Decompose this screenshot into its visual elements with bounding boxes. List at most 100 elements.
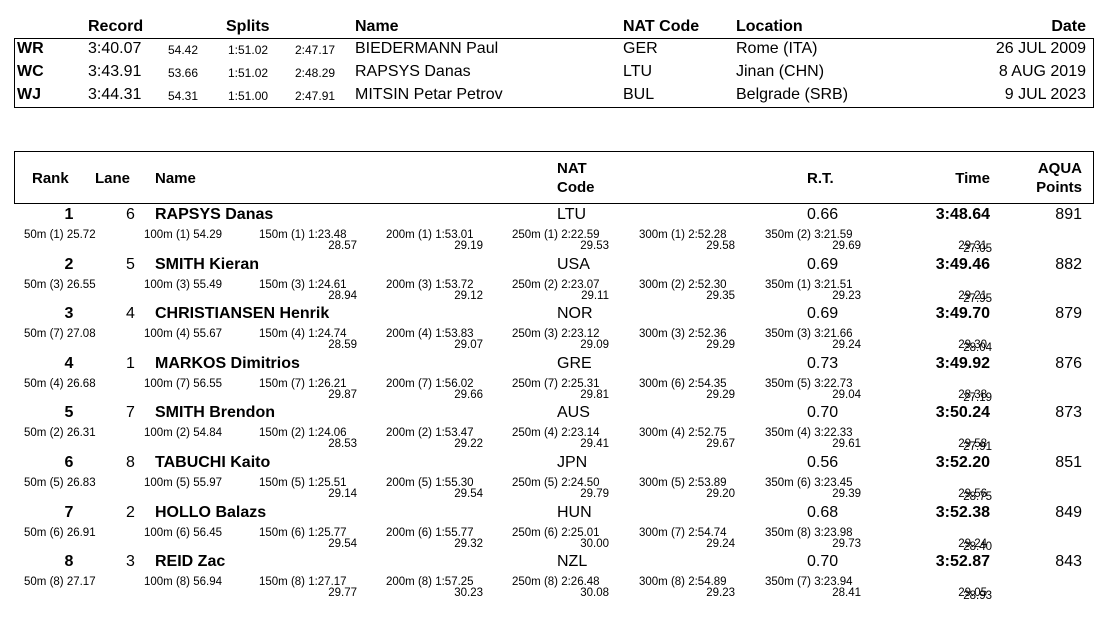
record-location: Jinan (CHN) [736,63,825,80]
result-aqua-points: 876 [1055,354,1082,372]
result-lane: 6 [126,206,135,223]
record-time: 3:43.91 [88,63,142,80]
result-lap-5: 29.61 [832,438,861,451]
result-nat: NOR [557,305,593,323]
result-split-1: 50m (7) 27.08 [24,328,96,341]
result-lap-7: 27.95 [963,292,992,305]
result-aqua-points: 851 [1055,454,1082,471]
result-athlete-name: RAPSYS Danas [155,206,274,223]
result-reaction-time: 0.73 [807,354,839,372]
result-lap-6: 29.58 [958,438,987,451]
result-lap-4: 29.23 [706,587,735,600]
record-split-3: 2:47.91 [295,89,336,103]
results-header-name: Name [155,170,196,187]
records-bottom-rule [14,107,1094,108]
record-split-3: 2:48.29 [295,66,336,80]
result-rank: 1 [64,206,74,223]
result-split-1: 50m (8) 27.17 [24,576,96,589]
results-header-rt: R.T. [807,170,834,187]
record-split-2: 1:51.00 [228,89,269,103]
result-split-6: 300m (3) 2:52.36 [639,328,727,341]
result-lap-2: 29.54 [454,488,483,500]
result-nat: JPN [557,454,588,471]
result-aqua-points: 843 [1055,553,1082,571]
result-lap-1: 28.57 [328,240,357,252]
results-header-nat: NAT [557,160,587,177]
result-rank: 7 [64,503,74,521]
results-header-lane: Lane [95,170,131,187]
result-lap-1: 29.87 [328,388,357,401]
result-lap-5: 29.24 [832,339,861,352]
result-athlete-name: HOLLO Balazs [155,503,267,521]
result-athlete-name: REID Zac [155,553,226,571]
result-lap-6: 29.24 [958,537,987,550]
record-date: 26 JUL 2009 [995,40,1086,57]
result-lap-7: 27.91 [963,441,992,454]
records-header-rule [14,38,1094,39]
result-split-2: 100m (7) 56.55 [144,377,222,390]
result-lap-4: 29.29 [706,388,735,401]
result-split-5: 250m (3) 2:23.12 [512,328,600,341]
result-nat: AUS [557,404,590,422]
result-lap-5: 29.73 [832,537,861,550]
result-rank: 5 [64,404,74,422]
result-lap-1: 29.54 [328,537,357,550]
result-split-3: 150m (8) 1:27.17 [259,576,347,589]
result-aqua-points: 849 [1055,503,1082,521]
result-split-3: 150m (4) 1:24.74 [259,328,347,341]
result-split-2: 100m (2) 54.84 [144,427,222,440]
results-header-time: Time [955,170,990,187]
record-nat: BUL [623,86,655,103]
record-location: Belgrade (SRB) [736,86,849,103]
results-right-rule [1093,151,1094,204]
record-type: WR [17,40,44,57]
records-header-date: Date [1051,18,1086,35]
result-lane: 5 [126,255,135,273]
result-aqua-points: 882 [1055,255,1082,273]
result-aqua-points: 879 [1055,305,1082,323]
result-lap-2: 29.66 [454,388,483,401]
result-lap-7: 28.40 [963,540,992,553]
results-header-points: Points [1036,179,1082,196]
result-split-5: 250m (6) 2:25.01 [512,526,600,539]
records-left-rule [14,38,15,108]
result-split-4: 200m (5) 1:55.30 [386,477,474,489]
result-split-5: 250m (7) 2:25.31 [512,377,600,390]
records-right-rule [1093,38,1094,108]
result-split-6: 300m (8) 2:54.89 [639,576,727,589]
result-split-3: 150m (7) 1:26.21 [259,377,347,390]
result-split-2: 100m (3) 55.49 [144,278,222,291]
result-split-2: 100m (4) 55.67 [144,328,222,341]
result-nat: GRE [557,354,592,372]
result-lap-4: 29.67 [706,438,735,451]
result-split-3: 150m (1) 1:23.48 [259,229,347,241]
records-header-nat: NAT Code [623,18,700,35]
result-time: 3:52.38 [935,503,990,521]
records-header-splits: Splits [226,18,270,35]
record-split-2: 1:51.02 [228,66,269,80]
result-split-7: 350m (4) 3:22.33 [765,427,853,440]
result-lap-5: 28.41 [832,587,861,600]
result-split-7: 350m (2) 3:21.59 [765,229,853,241]
result-lane: 3 [126,553,135,571]
result-split-3: 150m (3) 1:24.61 [259,278,347,291]
result-split-7: 350m (7) 3:23.94 [765,576,853,589]
result-split-1: 50m (5) 26.83 [24,477,96,489]
result-lap-7: 27.05 [963,243,992,255]
result-lap-3: 29.79 [580,488,609,500]
result-lap-7: 28.04 [963,342,992,355]
result-reaction-time: 0.56 [807,454,839,471]
result-lap-2: 29.07 [454,339,483,352]
result-aqua-points: 891 [1055,206,1082,223]
result-split-1: 50m (3) 26.55 [24,278,96,291]
result-lap-1: 28.59 [328,339,357,352]
result-nat: HUN [557,503,592,521]
result-time: 3:49.46 [935,255,990,273]
result-athlete-name: SMITH Kieran [155,255,260,273]
record-split-3: 2:47.17 [295,43,336,57]
record-nat: LTU [623,63,653,80]
result-reaction-time: 0.70 [807,404,839,422]
result-lane: 8 [126,454,135,471]
result-time: 3:49.70 [935,305,990,323]
result-aqua-points: 873 [1055,404,1082,422]
